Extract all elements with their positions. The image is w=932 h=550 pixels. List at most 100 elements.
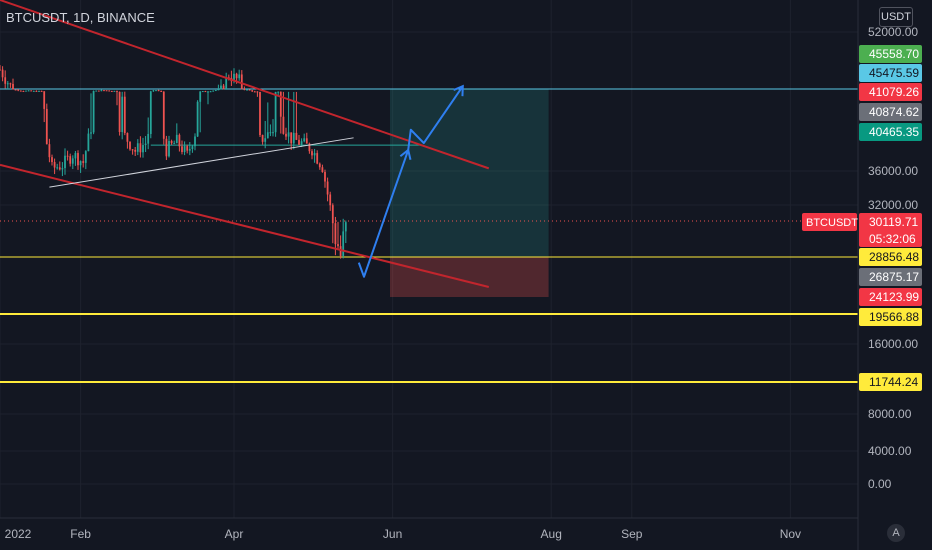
svg-text:BTCUSDT: BTCUSDT [806, 217, 858, 229]
support-trendline[interactable] [49, 137, 354, 188]
candle-body [142, 145, 144, 153]
candle-body [311, 151, 313, 156]
candle-body [43, 91, 46, 109]
candle-body [82, 161, 85, 163]
svg-text:11744.24: 11744.24 [869, 375, 918, 389]
price-label[interactable]: 30119.71 05:32:06 BTCUSDT [802, 213, 922, 247]
candle-body [84, 151, 87, 163]
candle-body [220, 85, 222, 90]
candle-body [256, 91, 259, 93]
x-tick-label: 2022 [5, 527, 32, 541]
candle-body [121, 96, 124, 133]
candle-body [287, 132, 290, 137]
plot-area [0, 0, 858, 383]
candle-body [165, 138, 168, 157]
candle-body [313, 153, 316, 156]
profit-zone[interactable] [390, 89, 549, 257]
candle-body [92, 90, 95, 133]
candle-body [264, 138, 267, 142]
candle-body [95, 90, 98, 92]
x-tick-label: Nov [780, 527, 801, 541]
candle-body [183, 146, 186, 153]
candle-body [173, 143, 176, 145]
lower-trendline[interactable] [0, 163, 490, 288]
candle-body [123, 96, 126, 134]
svg-text:28856.48: 28856.48 [869, 250, 919, 264]
candle-body [248, 89, 251, 91]
svg-text:26875.17: 26875.17 [869, 270, 919, 284]
candle-body [212, 90, 215, 92]
candle-body [144, 143, 147, 146]
price-label[interactable]: 40874.62 [859, 103, 922, 121]
candle-body [103, 90, 105, 92]
candle-body [25, 90, 27, 92]
symbol-title: BTCUSDT, 1D, BINANCE [6, 10, 155, 25]
price-label[interactable]: 19566.88 [859, 308, 922, 326]
candle-body [139, 143, 142, 153]
candle-body [116, 90, 118, 92]
price-label[interactable]: 26875.17 [859, 268, 922, 286]
price-label[interactable]: 28856.48 [859, 248, 922, 266]
candle-body [118, 91, 121, 133]
candle-body [32, 90, 35, 92]
y-tick-label: 32000.00 [868, 198, 918, 212]
candle-body [246, 89, 248, 91]
candle-body [217, 89, 220, 91]
candle-body [175, 134, 178, 144]
candle-body [147, 133, 150, 144]
candle-body [40, 90, 43, 92]
svg-text:40465.35: 40465.35 [869, 125, 919, 139]
grid [0, 0, 858, 518]
upper-trendline[interactable] [0, 0, 490, 170]
candle-body [168, 141, 170, 157]
candle-body [194, 136, 196, 147]
price-label[interactable]: 24123.99 [859, 288, 922, 306]
candle-body [331, 205, 334, 224]
candle-body [178, 134, 181, 147]
arrow-head-mid [399, 148, 412, 161]
candle-body [108, 90, 111, 92]
y-tick-label: 0.00 [868, 477, 892, 491]
candle-body [97, 90, 100, 92]
candle-body [201, 91, 204, 93]
y-tick-label: 52000.00 [868, 25, 918, 39]
price-label[interactable]: 40465.35 [859, 123, 922, 141]
candle-body [69, 156, 72, 164]
loss-zone[interactable] [390, 257, 549, 297]
candle-body [79, 161, 82, 166]
candle-body [300, 141, 303, 145]
price-label[interactable]: 41079.26 [859, 83, 922, 101]
candle-body [14, 89, 17, 91]
currency-button[interactable]: USDT [879, 7, 913, 27]
candle-body [110, 90, 113, 92]
price-label[interactable]: 45475.59 [859, 64, 922, 82]
candle-body [48, 144, 51, 158]
candle-body [344, 222, 347, 232]
candle-body [53, 162, 56, 168]
candle-body [61, 168, 64, 170]
auto-scale-button[interactable]: A [887, 524, 905, 542]
candle-body [240, 74, 243, 90]
candle-body [292, 132, 295, 144]
candle-body [17, 89, 20, 91]
candle-body [326, 181, 329, 195]
candle-body [290, 132, 293, 144]
candle-body [186, 146, 189, 151]
candle-body [342, 231, 345, 256]
candle-body [225, 77, 228, 90]
projection-arrow[interactable] [357, 85, 464, 278]
candle-body [199, 91, 202, 102]
candle-body [308, 143, 311, 152]
price-label[interactable]: 45558.70 [859, 45, 922, 63]
candle-body [71, 158, 74, 164]
candle-body [38, 90, 40, 92]
candle-body [170, 141, 173, 144]
price-label[interactable]: 11744.24 [859, 373, 922, 391]
candle-body [100, 90, 103, 92]
y-tick-label: 4000.00 [868, 444, 912, 458]
candle-body [274, 91, 277, 133]
candle-body [243, 89, 246, 91]
candle-body [22, 90, 25, 92]
candle-body [295, 132, 298, 140]
